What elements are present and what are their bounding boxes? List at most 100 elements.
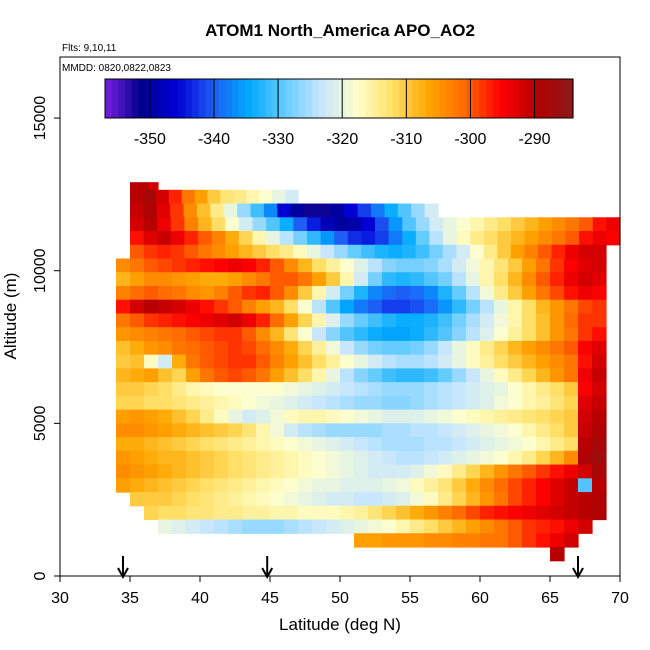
heatmap-cell [223, 203, 238, 218]
heatmap-cell [130, 354, 145, 369]
y-axis: 0 5000 10000 15000 [32, 96, 60, 580]
heatmap-cell [438, 478, 453, 493]
heatmap-cell [266, 217, 281, 232]
heatmap-cell [357, 203, 372, 218]
heatmap-cell [382, 354, 397, 369]
heatmap-cell [256, 354, 271, 369]
heatmap-cell [326, 478, 341, 493]
heatmap-cell [382, 340, 397, 356]
heatmap-cell [256, 492, 271, 507]
heatmap-cell [144, 505, 159, 521]
heatmap-cell [508, 492, 523, 507]
heatmap-cell [592, 382, 607, 397]
heatmap-cell [564, 382, 579, 397]
x-tick-label: 35 [121, 590, 139, 607]
heatmap-cell [354, 272, 369, 287]
colorbar-swatch [232, 79, 240, 118]
heatmap-cell [214, 272, 229, 287]
heatmap-cell [480, 272, 495, 287]
colorbar-swatch [125, 79, 133, 118]
heatmap-cell [382, 395, 397, 411]
heatmap-cell [371, 203, 386, 218]
heatmap-cell [452, 313, 467, 328]
heatmap-cell [354, 340, 369, 356]
heatmap-cell [225, 217, 240, 232]
heatmap-cell [550, 464, 565, 479]
heatmap-cell [270, 258, 285, 273]
heatmap-cell [551, 217, 567, 232]
heatmap-cell [211, 244, 226, 260]
heatmap-cell [186, 340, 201, 356]
heatmap-cell [242, 395, 257, 411]
heatmap-cell [578, 519, 593, 534]
heatmap-cell [452, 285, 467, 301]
heatmap-cell [228, 327, 243, 342]
heatmap-cell [144, 368, 159, 383]
heatmap-cell [270, 272, 285, 287]
heatmap-cell [306, 231, 322, 246]
heatmap-cell [494, 354, 509, 369]
heatmap-cell [172, 409, 187, 424]
heatmap-cell [334, 231, 349, 246]
heatmap-cell [410, 258, 425, 273]
heatmap-cell [578, 285, 593, 301]
heatmap-cell [466, 492, 481, 507]
colorbar-swatch [399, 79, 407, 118]
heatmap-cell [536, 423, 551, 438]
heatmap-cell [578, 423, 593, 438]
heatmap-cell [320, 244, 335, 260]
heatmap-cell [298, 423, 313, 438]
heatmap-cell [194, 189, 209, 205]
heatmap-cell [144, 382, 159, 397]
heatmap-cell [196, 203, 211, 218]
heatmap-cell [284, 368, 299, 383]
heatmap-cell [116, 299, 131, 315]
heatmap-cell [344, 203, 359, 218]
heatmap-cell [256, 285, 271, 301]
heatmap-cell [410, 464, 425, 479]
colorbar-swatch [445, 79, 454, 118]
heatmap-cell [592, 258, 607, 273]
colorbar-swatch [559, 79, 567, 118]
heatmap-cell [306, 244, 321, 260]
colorbar-swatch [151, 79, 160, 118]
heatmap-cell [550, 423, 565, 438]
heatmap-cell [494, 450, 509, 466]
heatmap-cell [536, 464, 551, 479]
x-tick-label: 70 [611, 590, 629, 607]
heatmap-cell [214, 368, 229, 383]
heatmap-cell [536, 313, 551, 328]
colorbar-swatch [385, 79, 394, 118]
heatmap-cell [116, 478, 131, 493]
heatmap-cell [452, 423, 467, 438]
heatmap-cell [228, 450, 243, 466]
heatmap-cell [429, 244, 444, 260]
heatmap-cell [298, 272, 313, 287]
heatmap-cell [214, 505, 229, 521]
heatmap-cell [200, 327, 215, 342]
heatmap-cell [522, 464, 537, 479]
heatmap-cell [214, 409, 229, 424]
heatmap-cell [368, 395, 383, 411]
heatmap-cell [228, 519, 243, 534]
heatmap-cell [452, 299, 467, 315]
heatmap-cell [340, 354, 355, 369]
heatmap-cell [242, 519, 257, 534]
heatmap-cell [172, 492, 187, 507]
heatmap-cell [130, 327, 145, 342]
heatmap-cell [522, 258, 537, 273]
heatmap-cell [354, 519, 369, 534]
heatmap-cell [143, 217, 158, 232]
heatmap-cell [438, 450, 453, 466]
heatmap-cell [256, 258, 271, 273]
heatmap-cell [592, 368, 607, 383]
heatmap-cell [270, 464, 285, 479]
heatmap-cell [466, 395, 481, 411]
heatmap-cell [410, 437, 425, 452]
colorbar-swatch [365, 79, 374, 118]
heatmap-cell [438, 313, 453, 328]
heatmap-cell [172, 327, 187, 342]
heatmap-cell [340, 437, 355, 452]
heatmap-cell [312, 423, 327, 438]
heatmap-cell [466, 258, 481, 273]
